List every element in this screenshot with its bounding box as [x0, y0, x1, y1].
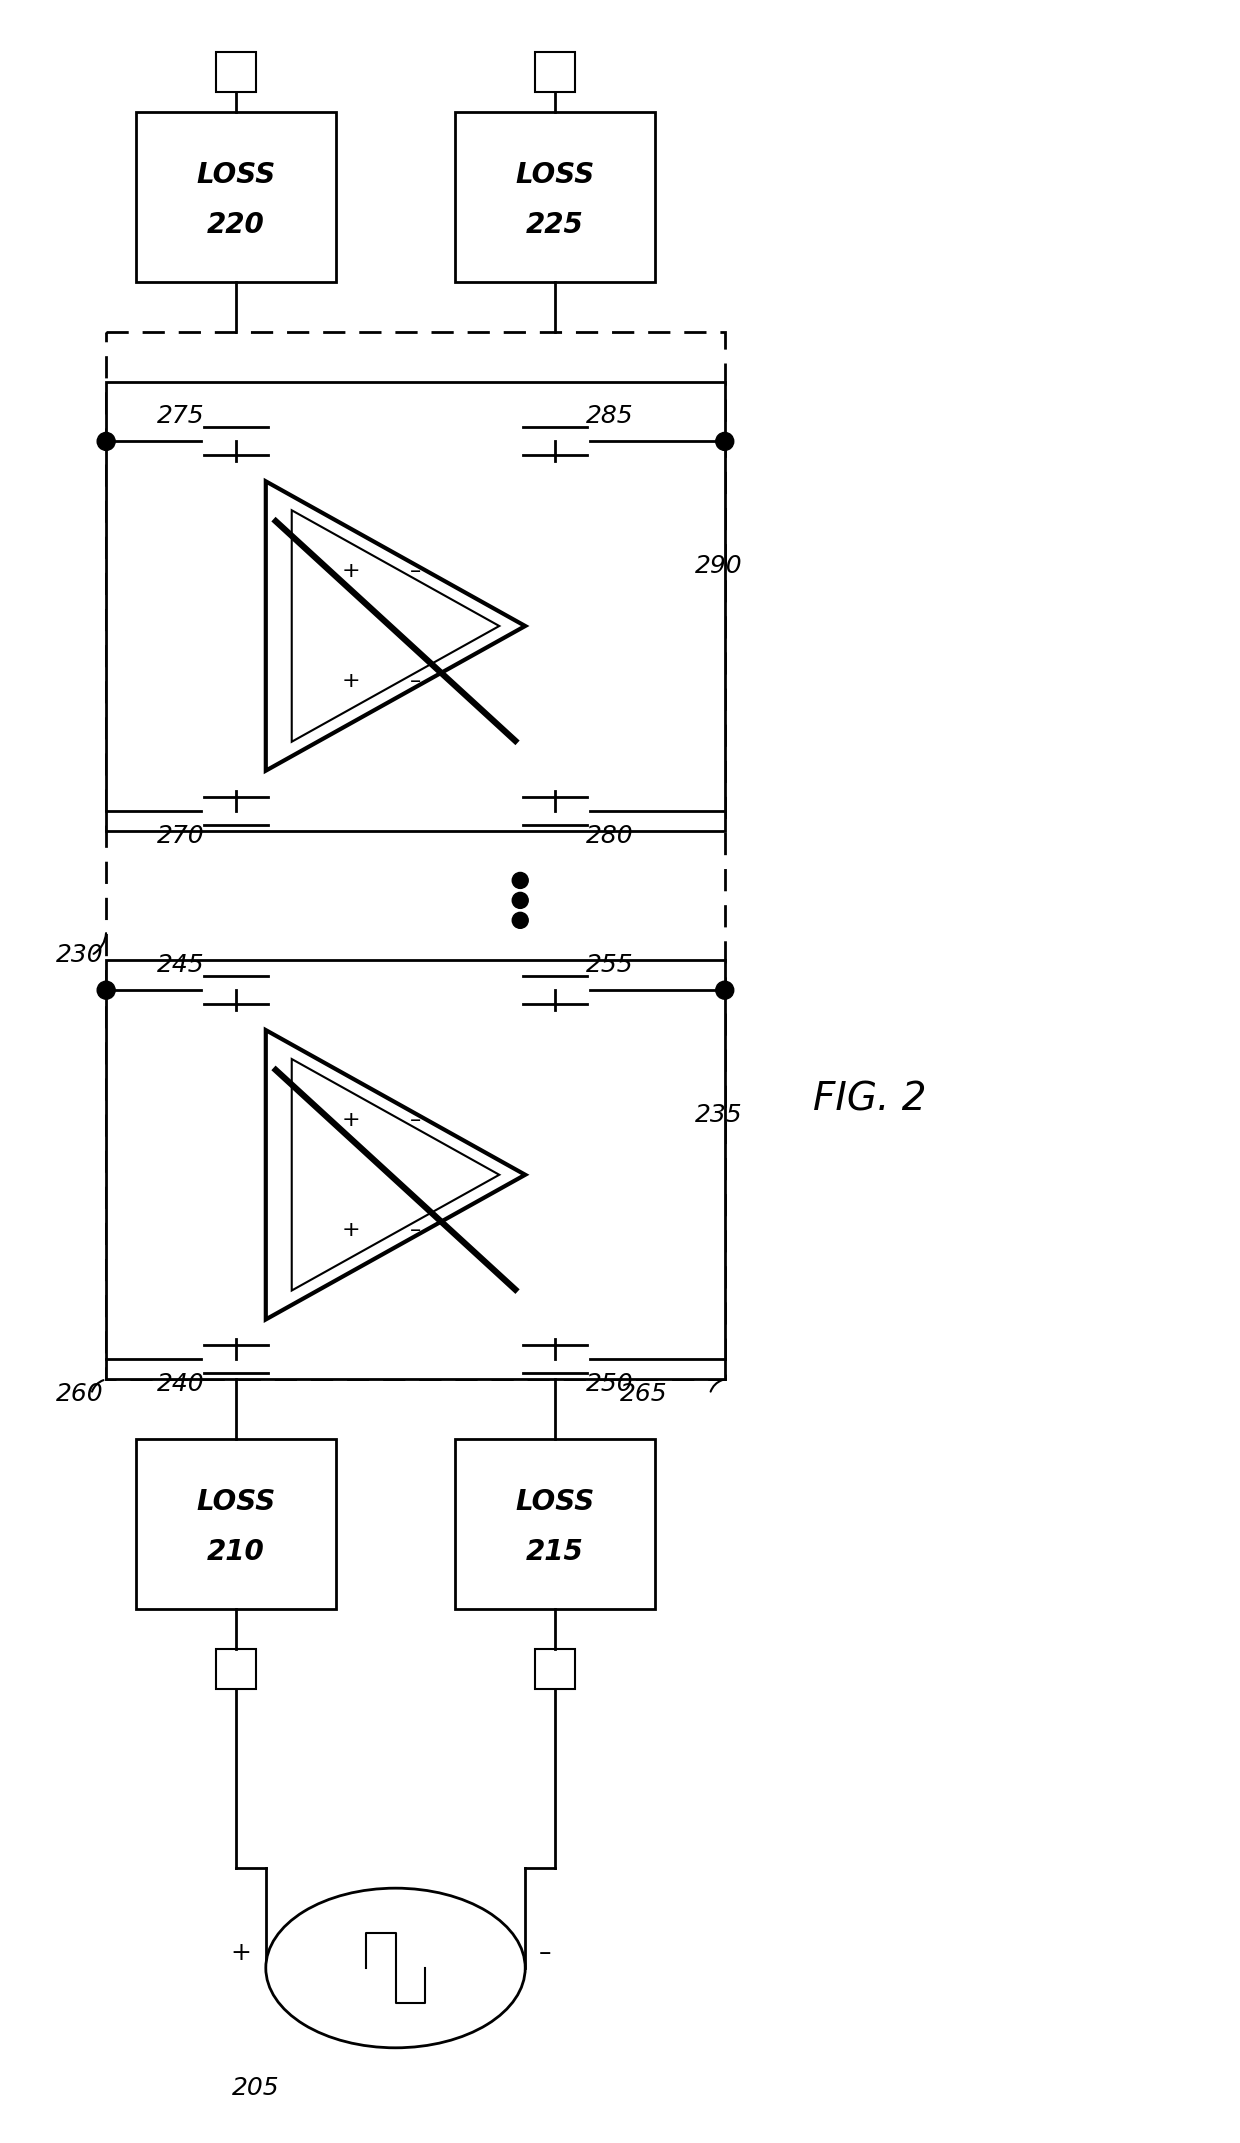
Text: 210: 210 [207, 1539, 264, 1567]
Text: 225: 225 [526, 210, 584, 238]
Text: 240: 240 [157, 1372, 205, 1397]
Text: –: – [410, 561, 422, 581]
Bar [107, 381, 724, 831]
Text: 275: 275 [157, 405, 205, 429]
Text: 205: 205 [232, 2077, 280, 2100]
Bar [455, 111, 655, 281]
Text: –: – [410, 671, 422, 690]
Text: 270: 270 [157, 823, 205, 846]
Text: 290: 290 [694, 555, 743, 579]
Bar [216, 51, 255, 92]
Text: LOSS: LOSS [196, 161, 275, 189]
Text: 260: 260 [56, 1382, 104, 1406]
Circle shape [97, 433, 115, 450]
Circle shape [512, 913, 528, 928]
Text: 265: 265 [620, 1382, 667, 1406]
Text: 245: 245 [157, 954, 205, 977]
Bar [455, 1440, 655, 1609]
Circle shape [97, 981, 115, 999]
Bar [136, 111, 336, 281]
Bar [136, 1440, 336, 1609]
Bar [216, 1648, 255, 1689]
Text: –: – [410, 1110, 422, 1129]
Text: 215: 215 [526, 1539, 584, 1567]
Text: +: + [341, 671, 360, 690]
Text: +: + [341, 1110, 360, 1129]
Text: –: – [539, 1942, 552, 1965]
Text: –: – [410, 1219, 422, 1239]
Text: 285: 285 [587, 405, 634, 429]
Text: 280: 280 [587, 823, 634, 846]
Circle shape [512, 891, 528, 909]
Bar [107, 960, 724, 1380]
Bar [107, 332, 724, 1380]
Text: 220: 220 [207, 210, 264, 238]
Bar [536, 51, 575, 92]
Text: 235: 235 [694, 1104, 743, 1127]
Text: LOSS: LOSS [196, 1487, 275, 1515]
Text: 255: 255 [587, 954, 634, 977]
Text: FIG. 2: FIG. 2 [812, 1080, 926, 1119]
Circle shape [715, 981, 734, 999]
Circle shape [715, 433, 734, 450]
Text: LOSS: LOSS [516, 1487, 595, 1515]
Text: +: + [231, 1942, 252, 1965]
Bar [536, 1648, 575, 1689]
Text: +: + [341, 561, 360, 581]
Ellipse shape [265, 1888, 526, 2049]
Text: 230: 230 [56, 943, 104, 966]
Text: 250: 250 [587, 1372, 634, 1397]
Circle shape [512, 872, 528, 889]
Text: +: + [341, 1219, 360, 1239]
Text: LOSS: LOSS [516, 161, 595, 189]
